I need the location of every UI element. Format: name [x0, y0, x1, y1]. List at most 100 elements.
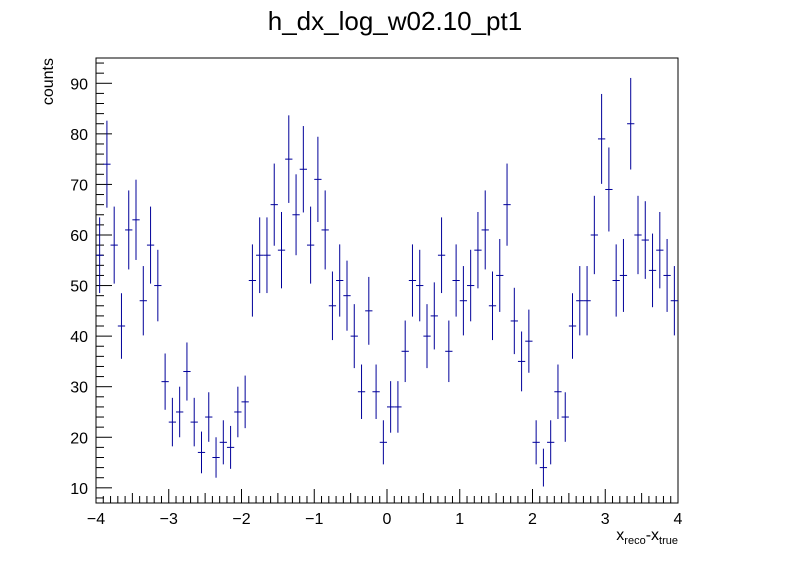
x-tick-label: 4: [674, 511, 683, 528]
data-point: [459, 266, 468, 336]
data-point: [568, 293, 577, 359]
data-point: [161, 353, 169, 410]
y-tick-label: 20: [70, 430, 88, 447]
data-point: [408, 244, 417, 317]
data-point: [299, 126, 307, 213]
data-point: [525, 309, 533, 373]
data-point: [212, 437, 220, 478]
data-point: [292, 174, 300, 256]
data-point: [510, 287, 518, 355]
data-point: [154, 249, 162, 322]
data-point: [146, 206, 155, 284]
data-point: [103, 120, 111, 208]
data-point: [132, 179, 140, 260]
data-point: [496, 238, 504, 312]
data-point: [205, 392, 213, 442]
data-point: [394, 381, 402, 433]
data-point: [430, 282, 438, 350]
y-tick-label: 50: [70, 279, 88, 296]
data-point: [350, 304, 358, 369]
data-point: [597, 93, 606, 184]
data-point: [197, 431, 206, 474]
data-point: [488, 271, 497, 341]
data-point: [306, 206, 315, 284]
data-point: [336, 244, 344, 317]
data-point: [241, 375, 249, 429]
data-point: [110, 206, 118, 284]
data-point: [641, 201, 649, 279]
x-tick-label: −4: [87, 511, 105, 528]
data-point: [277, 211, 286, 289]
data-point: [445, 320, 453, 383]
data-point: [379, 420, 387, 465]
data-point: [139, 266, 147, 336]
y-tick-label: 40: [70, 329, 88, 346]
data-point: [190, 397, 198, 447]
data-point: [416, 249, 424, 322]
data-point: [168, 397, 177, 447]
x-axis: −4 −3 −2 −1 0 1 2 3 4: [87, 489, 683, 528]
data-point: [648, 233, 657, 308]
x-tick-label: −1: [305, 511, 323, 528]
x-label-sub-true: true: [659, 535, 678, 547]
data-point: [467, 249, 475, 322]
data-point: [532, 420, 540, 465]
data-point: [176, 386, 184, 438]
x-tick-label: −2: [232, 511, 250, 528]
data-point: [605, 147, 613, 232]
data-point: [656, 211, 664, 289]
y-tick-label: 80: [70, 127, 88, 144]
data-point: [234, 386, 242, 438]
data-point: [670, 266, 678, 336]
data-point: [423, 304, 431, 369]
data-point: [219, 420, 227, 465]
data-point: [452, 244, 460, 317]
y-tick-label: 60: [70, 228, 88, 245]
y-axis-label: counts: [40, 58, 57, 105]
data-point: [590, 195, 598, 275]
x-axis-label: xreco-xtrue: [616, 527, 678, 547]
data-point: [357, 364, 366, 419]
x-tick-label: 0: [383, 511, 392, 528]
data-point: [634, 195, 642, 275]
data-point: [619, 238, 628, 312]
x-tick-label: 3: [601, 511, 610, 528]
data-point: [474, 211, 482, 289]
data-point: [314, 136, 322, 222]
data-point: [554, 364, 562, 419]
plot-frame: [95, 57, 679, 504]
x-tick-label: 1: [455, 511, 464, 528]
chart-title: h_dx_log_w02.10_pt1: [268, 6, 522, 36]
data-point: [343, 260, 351, 331]
data-point: [503, 163, 511, 246]
y-axis: 10 20 30 40 50 60 70 80 90: [70, 62, 112, 499]
y-tick-label: 30: [70, 380, 88, 397]
data-point: [576, 266, 584, 336]
data-point: [321, 190, 329, 270]
x-label-mid: -x: [646, 527, 659, 544]
data-point: [328, 271, 337, 341]
y-tick-label: 70: [70, 177, 88, 194]
x-label-main: x: [616, 527, 624, 544]
data-point: [547, 420, 555, 465]
data-point: [387, 381, 395, 433]
data-point: [372, 364, 380, 419]
data-points: [96, 77, 678, 487]
data-point: [663, 238, 671, 312]
y-tick-label: 90: [70, 76, 88, 93]
data-point: [248, 244, 257, 317]
data-point: [583, 266, 591, 336]
x-tick-label: 2: [528, 511, 537, 528]
y-tick-label: 10: [70, 481, 88, 498]
data-point: [539, 448, 548, 487]
data-point: [125, 190, 133, 270]
data-point: [117, 293, 126, 359]
data-point: [270, 163, 278, 246]
data-point: [183, 342, 191, 401]
data-point: [401, 320, 409, 383]
data-point: [96, 217, 104, 294]
data-point: [481, 190, 489, 270]
data-point: [256, 217, 264, 294]
data-point: [285, 115, 293, 203]
